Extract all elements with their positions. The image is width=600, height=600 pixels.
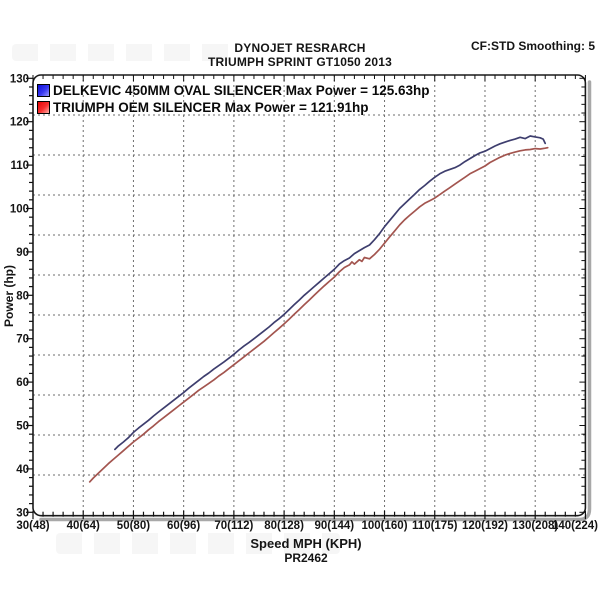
chart-title-line1: DYNOJET RESRARCH — [234, 41, 366, 55]
y-tick-label: 130 — [10, 73, 29, 85]
y-tick-label: 30 — [16, 507, 29, 519]
plot-frame-shadow — [39, 80, 592, 522]
y-tick-label: 80 — [16, 290, 29, 302]
correction-smoothing-text: CF:STD Smoothing: 5 — [471, 39, 595, 53]
y-tick-label: 60 — [16, 377, 29, 389]
faint-watermark-bottom — [56, 533, 340, 554]
x-tick-label: 30(48) — [16, 520, 49, 532]
legend-swatch-red — [37, 101, 50, 114]
legend-item-triumph-oem: TRIUMPH OEM SILENCER Max Power = 121.91h… — [37, 100, 368, 115]
x-tick-label: 80(128) — [264, 520, 304, 532]
delkevic-power-curve — [114, 135, 547, 451]
y-tick-label: 70 — [16, 334, 29, 346]
legend-label-delkevic: DELKEVIC 450MM OVAL SILENCER Max Power =… — [53, 83, 430, 98]
legend-swatch-blue — [37, 84, 50, 97]
triumph-oem-power-curve — [88, 146, 549, 483]
x-tick-label: 130(208) — [512, 520, 558, 532]
x-axis-title: Speed MPH (KPH) — [250, 536, 362, 551]
faint-watermark-top — [12, 44, 240, 61]
y-axis-title: Power (hp) — [2, 265, 16, 327]
legend-item-delkevic: DELKEVIC 450MM OVAL SILENCER Max Power =… — [37, 83, 429, 98]
y-tick-label: 110 — [10, 160, 29, 172]
x-tick-label: 110(175) — [412, 520, 458, 532]
y-tick-label: 40 — [16, 464, 29, 476]
y-tick-label: 90 — [16, 247, 29, 259]
run-id-text: PR2462 — [284, 551, 328, 565]
x-tick-label: 50(80) — [117, 520, 150, 532]
legend-label-triumph-oem: TRIUMPH OEM SILENCER Max Power = 121.91h… — [53, 100, 369, 115]
x-tick-label: 60(96) — [167, 520, 200, 532]
y-tick-label: 50 — [16, 421, 29, 433]
x-tick-label: 120(192) — [462, 520, 508, 532]
x-tick-label: 140(224) — [552, 520, 598, 532]
y-tick-label: 120 — [10, 117, 29, 129]
x-tick-label: 100(160) — [362, 520, 408, 532]
chart-title-line2: TRIUMPH SPRINT GT1050 2013 — [208, 55, 392, 69]
x-tick-label: 40(64) — [67, 520, 100, 532]
x-tick-label: 90(144) — [314, 520, 354, 532]
x-tick-label: 70(112) — [214, 520, 253, 532]
y-tick-label: 100 — [10, 204, 29, 216]
